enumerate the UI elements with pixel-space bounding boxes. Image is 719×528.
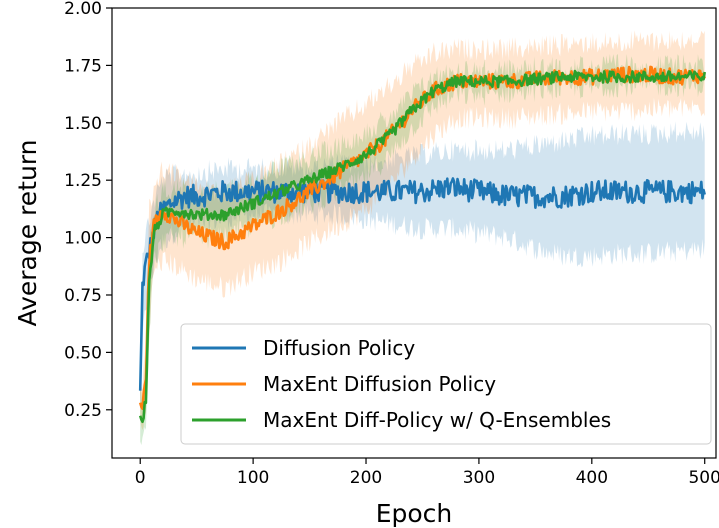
y-tick-label: 0.75 [64,286,102,306]
line-maxent-diffusion-policy [138,65,706,410]
x-tick-label: 300 [463,468,495,488]
series-lines [138,65,706,424]
y-axis-label: Average return [13,139,42,326]
x-axis-label: Epoch [376,499,453,528]
y-axis-ticks: 0.25 0.50 0.75 1.00 1.25 1.50 1.75 2.00 [64,0,112,421]
legend-box [180,323,712,445]
x-tick-label: 100 [237,468,269,488]
y-tick-label: 1.25 [64,171,102,191]
x-tick-label: 400 [576,468,608,488]
y-tick-label: 0.25 [64,401,102,421]
plot-frame [111,7,717,459]
y-tick-label: 1.50 [64,114,102,134]
legend: Diffusion Policy MaxEnt Diffusion Policy M… [180,323,712,445]
y-tick-label: 1.00 [64,229,102,249]
x-tick-label: 500 [688,468,719,488]
y-tick-label: 0.50 [64,343,102,363]
line-diffusion-policy [138,177,706,391]
x-axis-ticks: 0 100 200 300 400 500 [135,458,719,488]
y-tick-label: 1.75 [64,56,102,76]
y-tick-label: 2.00 [64,0,102,19]
line-maxent-diff-policy-w-q-ensembles [138,69,706,424]
x-tick-label: 200 [350,468,382,488]
band-maxent-diffusion-policy [140,30,705,431]
legend-label-maxent-diffusion-policy: MaxEnt Diffusion Policy [263,372,496,396]
x-tick-label: 0 [135,468,146,488]
legend-label-diffusion-policy: Diffusion Policy [263,336,415,360]
legend-label-maxent-diff-policy-w-q-ensembles: MaxEnt Diff-Policy w/ Q-Ensembles [263,408,611,432]
